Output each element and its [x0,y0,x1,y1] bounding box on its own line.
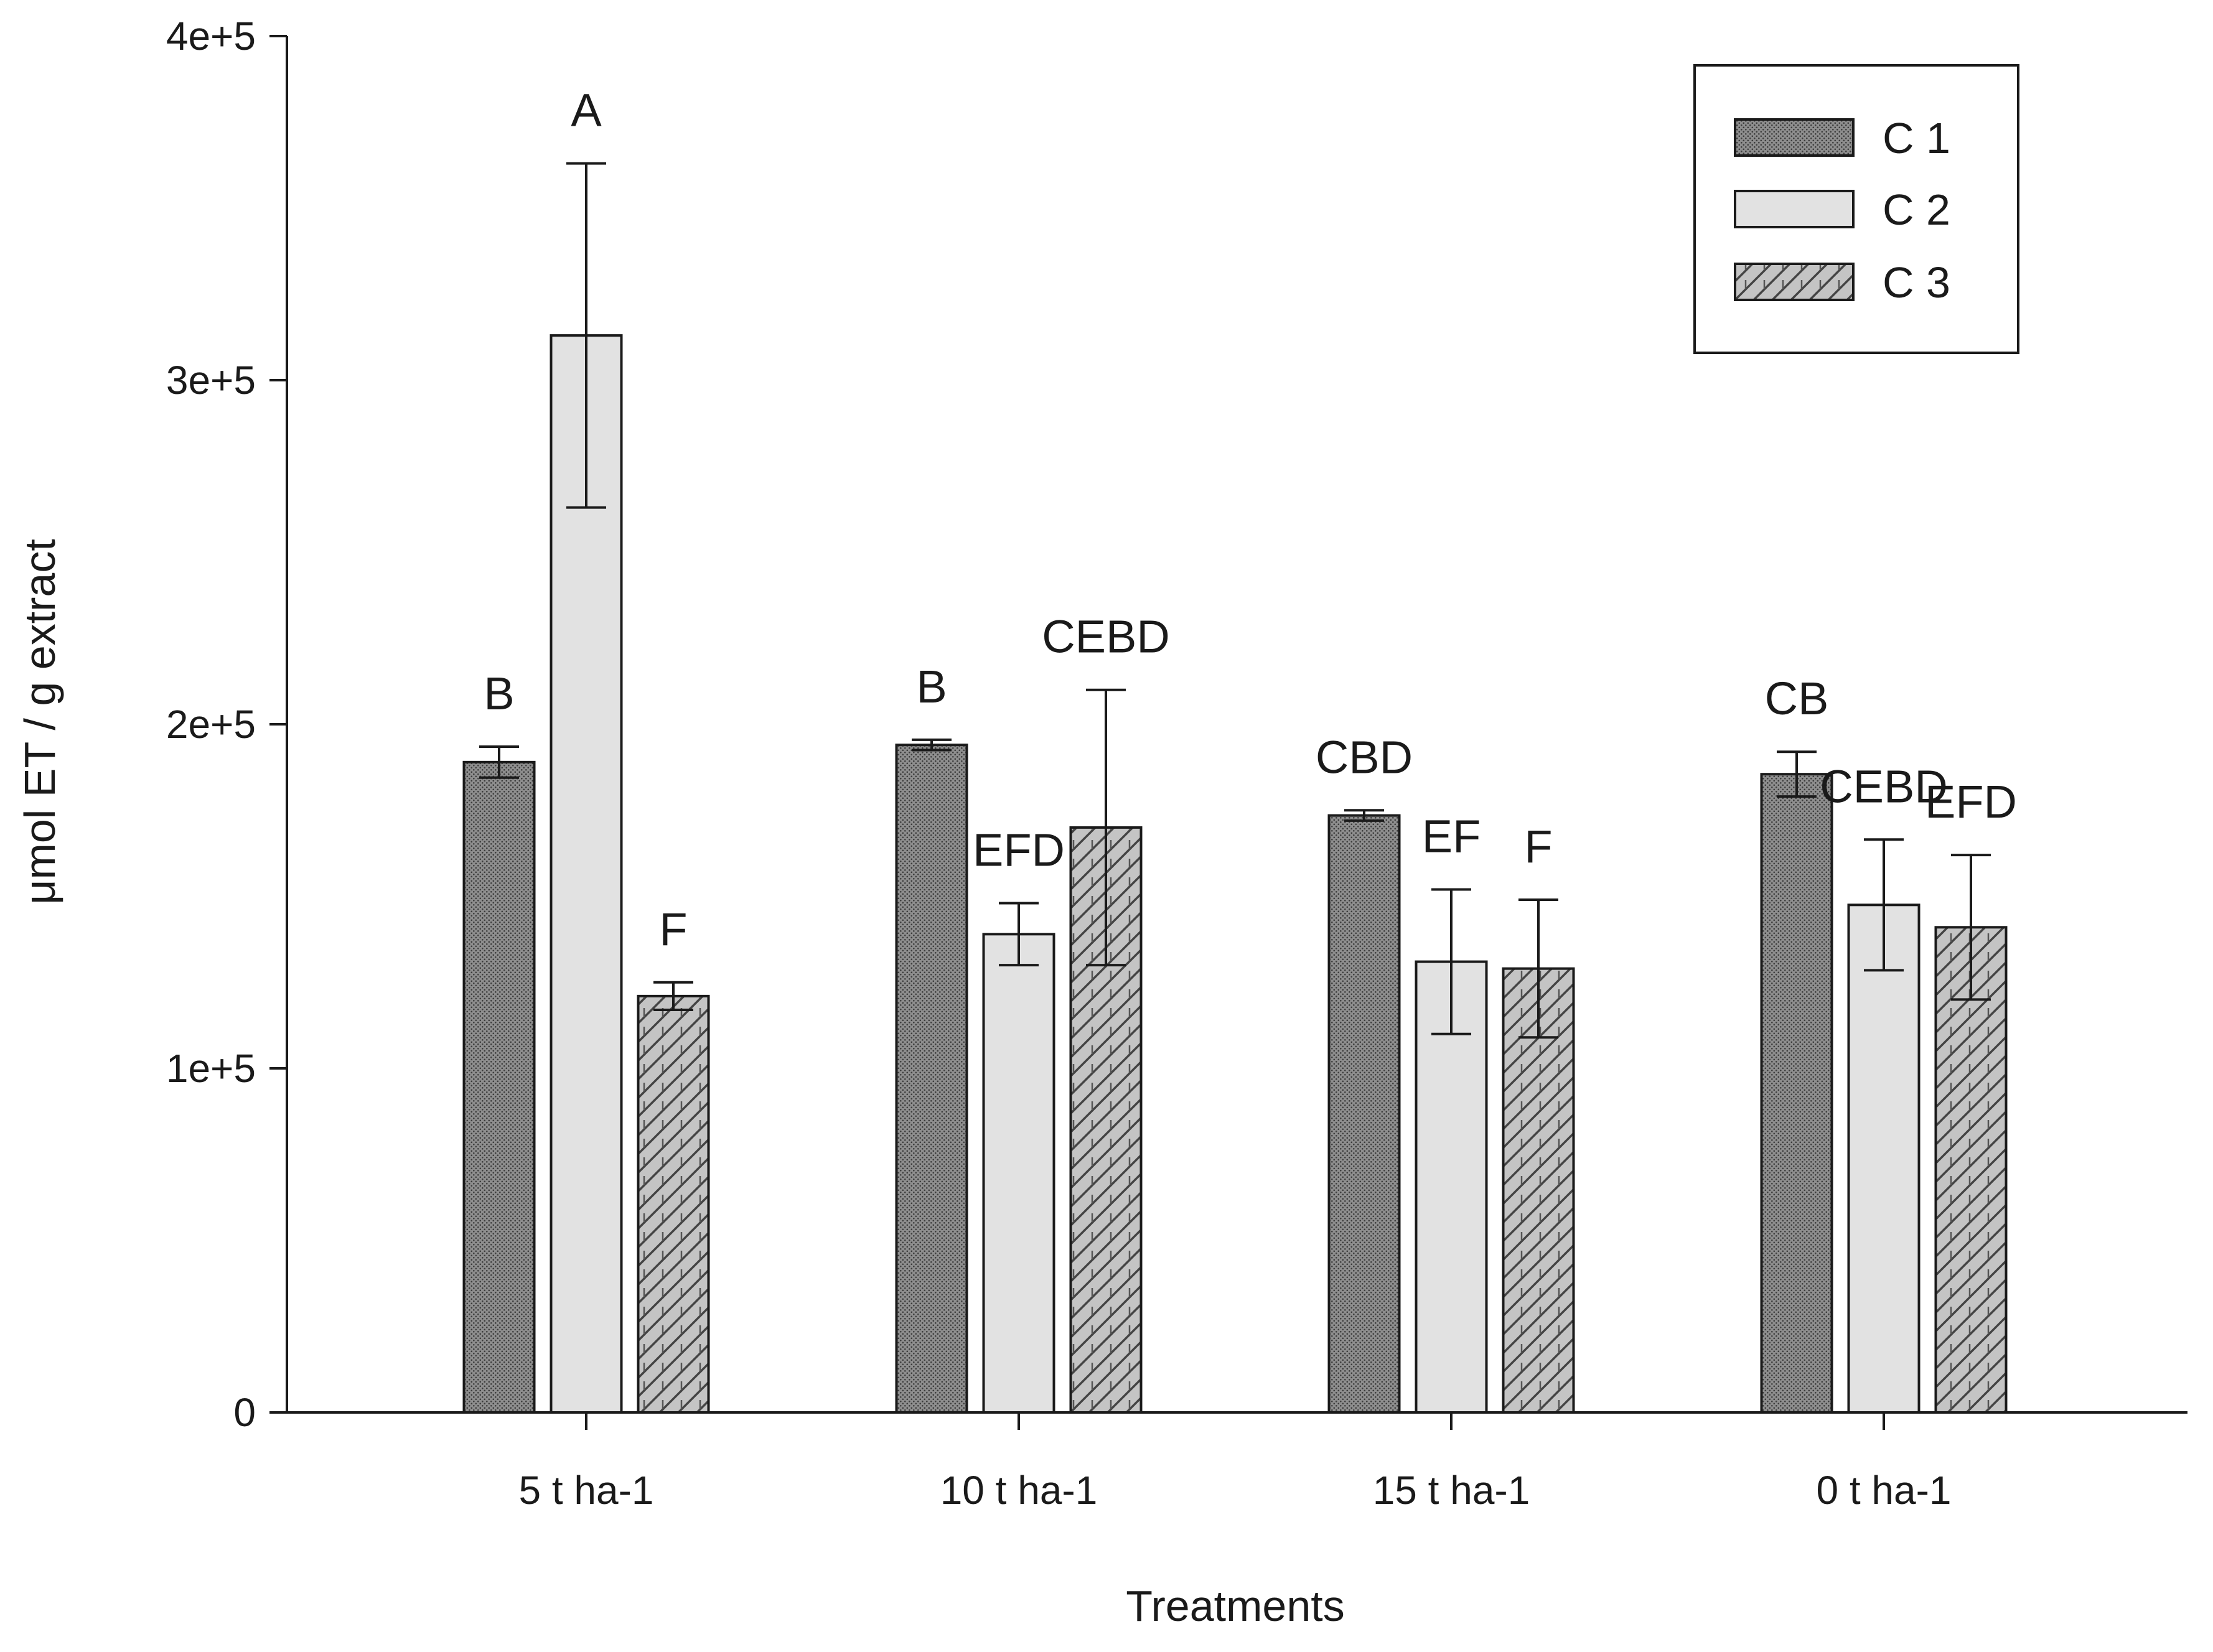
y-tick-label: 3e+5 [166,358,256,403]
bar [895,744,968,1414]
legend-swatch [1734,190,1855,228]
significance-label: B [484,668,514,719]
y-axis-label: μmol ET / g extract [16,539,64,905]
significance-label: F [659,903,687,955]
bar [1934,926,2008,1414]
x-axis-ticks: 5 t ha-1 10 t ha-1 15 t ha-1 0 t ha-1 [518,1412,1952,1513]
legend-label: C 1 [1883,114,1950,162]
y-tick-label: 2e+5 [166,702,256,747]
legend: C 1 C 2 C 3 [1693,64,2019,354]
y-tick-label: 1e+5 [166,1046,256,1091]
bars-group [462,334,2008,1414]
legend-label: C 2 [1883,185,1950,234]
legend-swatch [1734,118,1855,157]
bar [462,760,536,1414]
bar [550,334,623,1414]
significance-label: CEBD [1042,611,1170,663]
error-bars-group [479,162,1991,1039]
significance-label: F [1524,821,1552,872]
legend-swatch [1734,263,1855,301]
significance-label: A [571,85,602,136]
bar [1415,960,1488,1414]
significance-label: CEBD [1820,760,1948,812]
bar [637,994,710,1414]
significance-label: EFD [1925,776,2017,828]
x-tick-label: 15 t ha-1 [1373,1468,1530,1513]
x-tick-label: 5 t ha-1 [518,1468,653,1513]
significance-label: EF [1422,810,1481,862]
bar [1327,814,1401,1414]
y-tick-label: 4e+5 [166,14,256,58]
x-tick-label: 10 t ha-1 [940,1468,1098,1513]
bar [1847,903,1921,1414]
significance-labels: B B CBD CB A EFD EF CEBD F CEBD F EFD [484,85,2017,955]
bar [1502,967,1575,1414]
bar [982,933,1055,1414]
y-tick-label: 0 [233,1390,256,1435]
legend-label: C 3 [1883,258,1950,307]
significance-label: B [916,661,947,712]
y-axis-ticks: 0 1e+5 2e+5 3e+5 4e+5 [166,14,287,1435]
significance-label: EFD [973,824,1065,876]
significance-label: CBD [1316,731,1413,783]
bar [1760,773,1833,1414]
x-axis-label: Treatments [1126,1582,1344,1630]
x-tick-label: 0 t ha-1 [1816,1468,1951,1513]
significance-label: CB [1765,673,1829,724]
